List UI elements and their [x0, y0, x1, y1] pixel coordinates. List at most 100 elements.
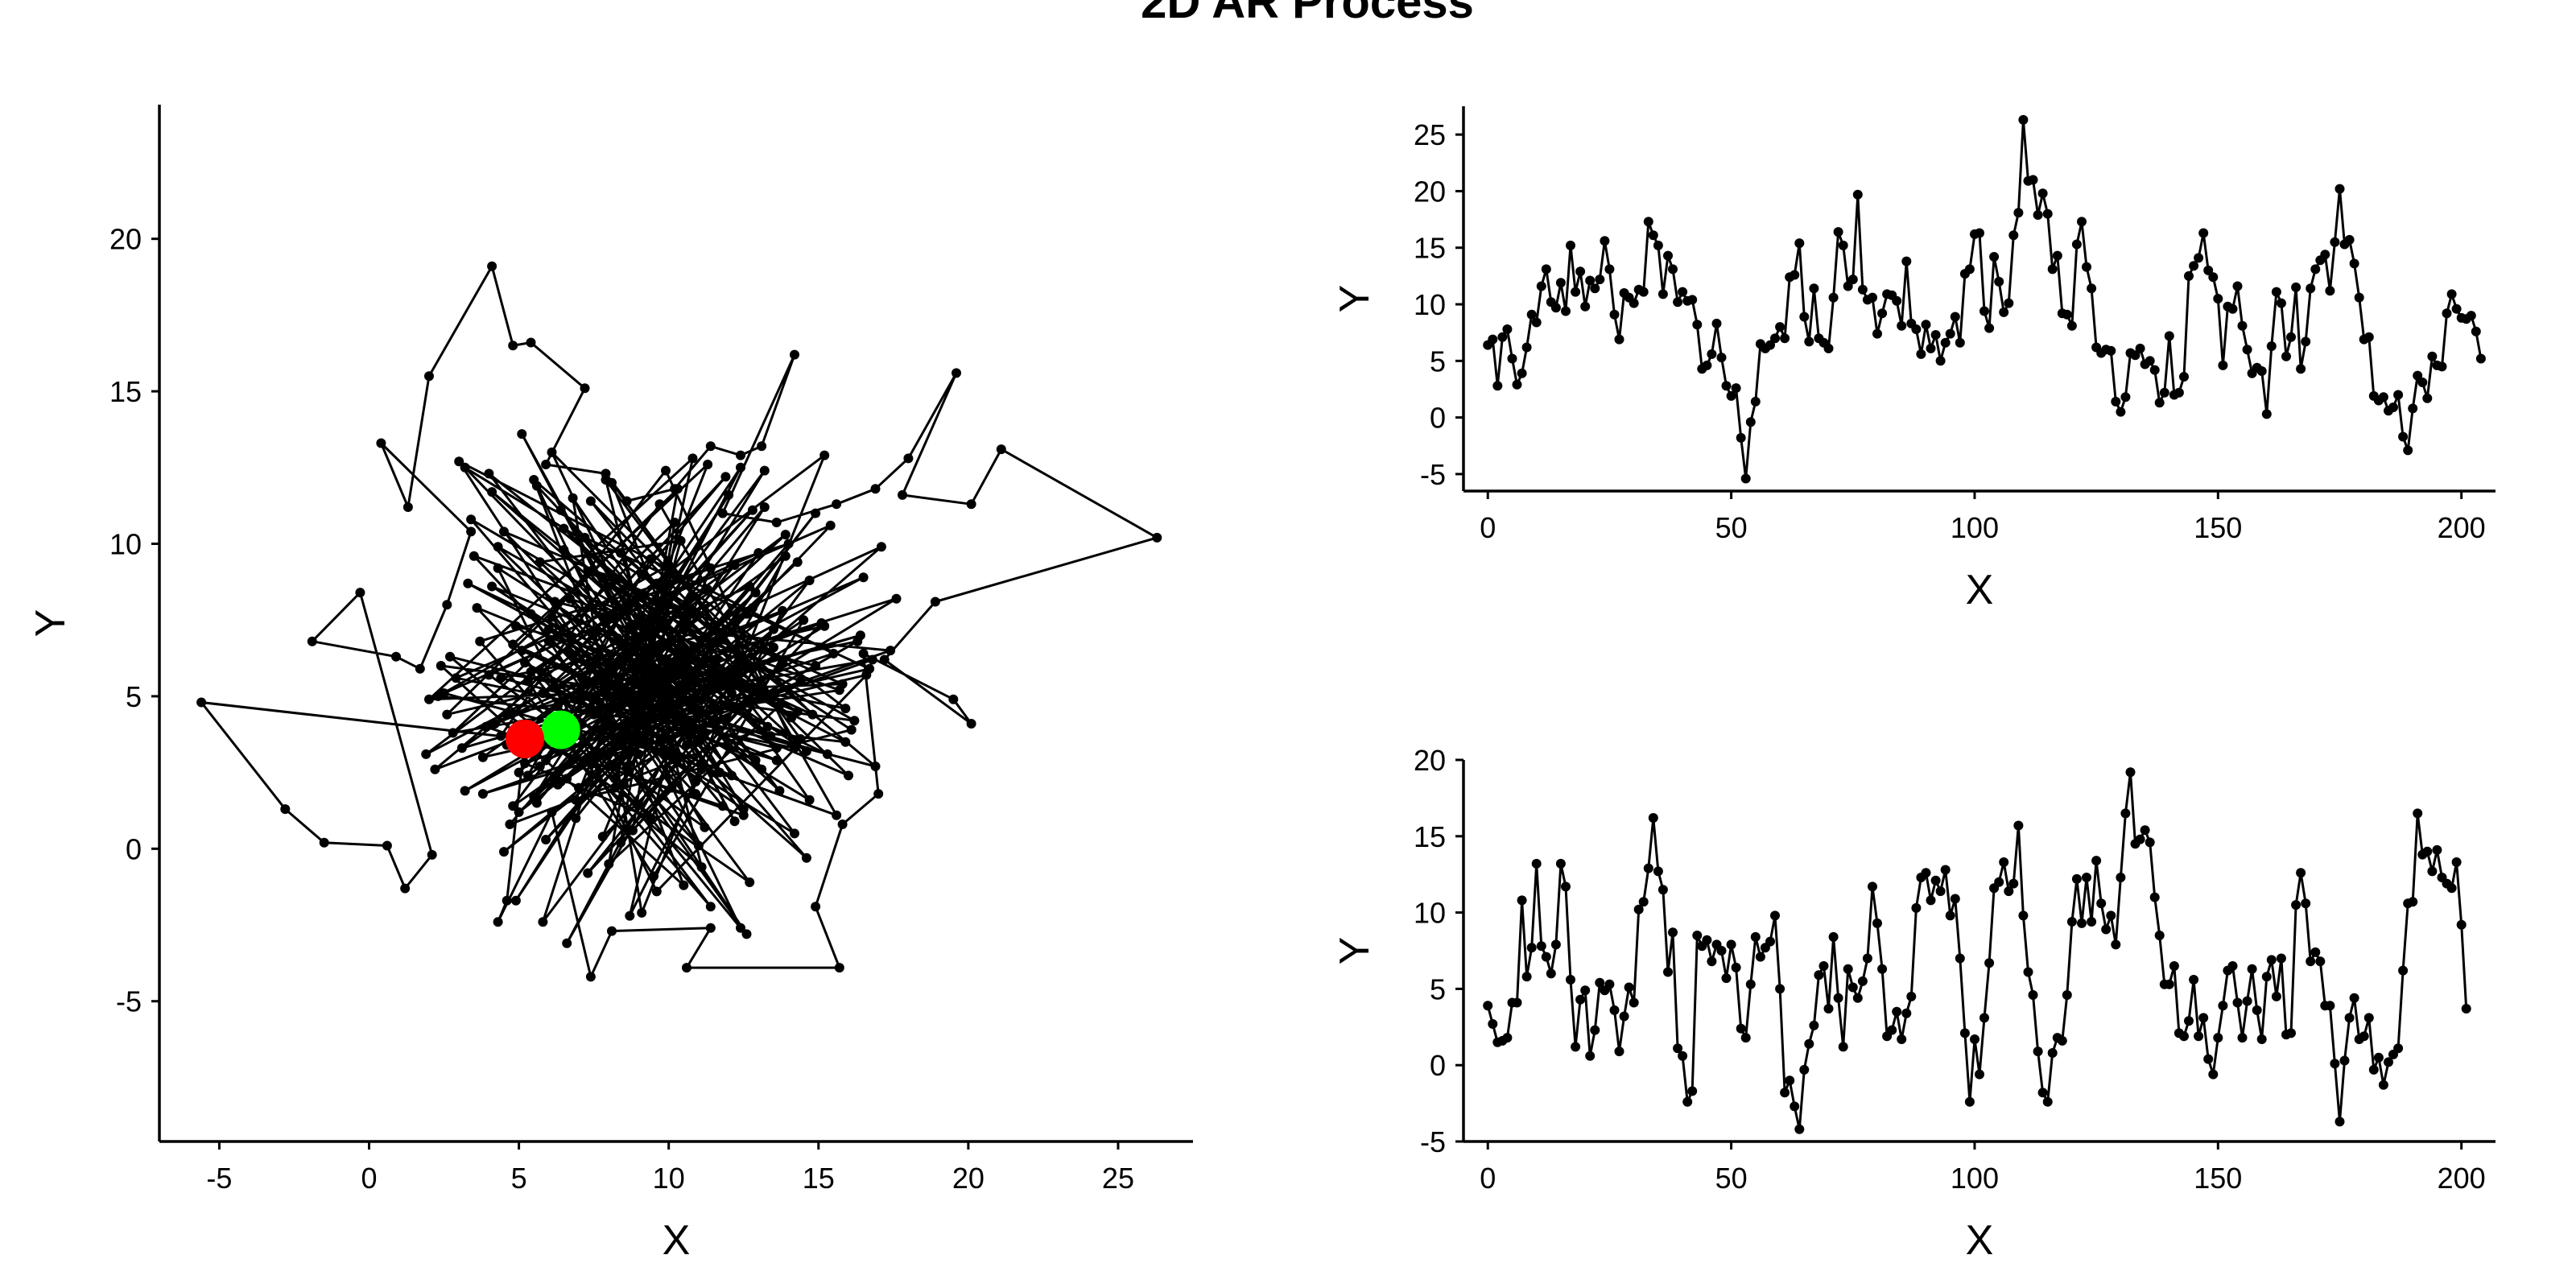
y-tick-label: -5 — [116, 985, 142, 1018]
data-point — [684, 603, 695, 613]
data-point — [2320, 250, 2330, 260]
data-point — [496, 673, 506, 683]
data-point — [1555, 858, 1566, 869]
data-point — [682, 740, 691, 750]
data-point — [1916, 349, 1926, 359]
data-point — [547, 612, 557, 622]
data-point — [510, 895, 521, 906]
data-point — [1921, 320, 1931, 330]
data-point — [2004, 298, 2014, 308]
data-point — [2310, 264, 2321, 275]
data-point — [2306, 283, 2316, 294]
data-point — [1857, 976, 1868, 986]
data-point — [1726, 939, 1736, 950]
data-point — [2339, 1055, 2350, 1066]
data-point — [1488, 1019, 1498, 1029]
data-point — [747, 505, 758, 515]
data-point — [618, 779, 629, 790]
data-point — [1590, 283, 1600, 294]
data-point — [1975, 1069, 1984, 1080]
data-point — [538, 688, 548, 699]
data-point — [2120, 392, 2131, 402]
data-point — [654, 499, 665, 510]
data-point — [1921, 868, 1931, 878]
data-point — [1765, 340, 1775, 350]
data-point — [2130, 350, 2140, 361]
data-point — [376, 438, 386, 448]
data-point — [2413, 370, 2423, 381]
data-point — [715, 679, 724, 689]
data-point — [637, 907, 647, 918]
data-point — [1935, 356, 1946, 366]
data-point — [2062, 990, 2072, 1000]
data-point — [2344, 1013, 2355, 1023]
data-point — [2325, 1001, 2335, 1011]
data-point — [496, 731, 506, 741]
data-point — [196, 697, 207, 708]
data-point — [1502, 1033, 1513, 1043]
data-point — [1828, 292, 1839, 303]
data-point — [1809, 1020, 1819, 1030]
data-point — [804, 576, 815, 585]
data-point — [1901, 256, 1912, 266]
data-point — [661, 734, 671, 744]
data-point — [675, 694, 686, 704]
data-point — [774, 700, 785, 711]
y-tick-label: 0 — [1430, 402, 1446, 435]
data-point — [832, 499, 842, 510]
data-point — [1614, 1046, 1624, 1057]
data-point — [840, 704, 851, 714]
data-point — [819, 621, 830, 631]
data-point — [2237, 320, 2248, 331]
data-point — [750, 588, 761, 598]
data-point — [505, 819, 515, 829]
data-point — [1775, 322, 1785, 332]
data-point — [559, 545, 569, 555]
data-point — [607, 926, 617, 936]
data-point — [2116, 873, 2126, 882]
data-point — [670, 518, 680, 527]
data-point — [2301, 336, 2311, 347]
series-x-panel: 0 50 100 150 200 -5 0 5 10 15 20 X Y — [1331, 744, 2496, 1264]
data-point — [2218, 360, 2228, 370]
data-point — [1629, 997, 1639, 1008]
data-point — [1868, 881, 1877, 892]
data-point — [705, 441, 716, 452]
data-point — [625, 621, 635, 631]
data-point — [1561, 306, 1571, 316]
data-point — [1624, 982, 1634, 993]
data-point — [400, 883, 411, 894]
data-point — [628, 734, 638, 744]
data-point — [837, 819, 848, 829]
data-point — [771, 743, 782, 753]
data-point — [2179, 372, 2189, 382]
data-point — [1804, 1038, 1814, 1049]
data-point — [1580, 301, 1591, 312]
data-point — [1847, 982, 1858, 993]
data-point — [2301, 898, 2311, 909]
data-point — [1575, 994, 1586, 1005]
data-point — [1945, 328, 1955, 339]
y-tick-label: 0 — [1430, 1049, 1446, 1082]
data-point — [1590, 1025, 1600, 1035]
data-point — [1833, 993, 1843, 1003]
data-point — [430, 764, 440, 774]
data-point — [460, 462, 470, 473]
data-point — [493, 542, 503, 552]
data-point — [1678, 287, 1688, 297]
data-point — [1678, 1051, 1688, 1061]
data-point — [2408, 403, 2418, 414]
data-point — [2116, 407, 2126, 417]
data-point — [1838, 1042, 1848, 1052]
data-point — [1512, 997, 1522, 1008]
data-point — [1785, 1075, 1795, 1086]
data-point — [1843, 281, 1853, 291]
data-point — [1906, 991, 1917, 1001]
data-point — [1648, 230, 1658, 241]
data-point — [891, 593, 902, 604]
data-point — [621, 762, 632, 771]
data-point — [2047, 1048, 2058, 1058]
data-point — [2082, 873, 2091, 882]
data-point — [849, 716, 860, 726]
data-point — [1682, 1096, 1693, 1107]
